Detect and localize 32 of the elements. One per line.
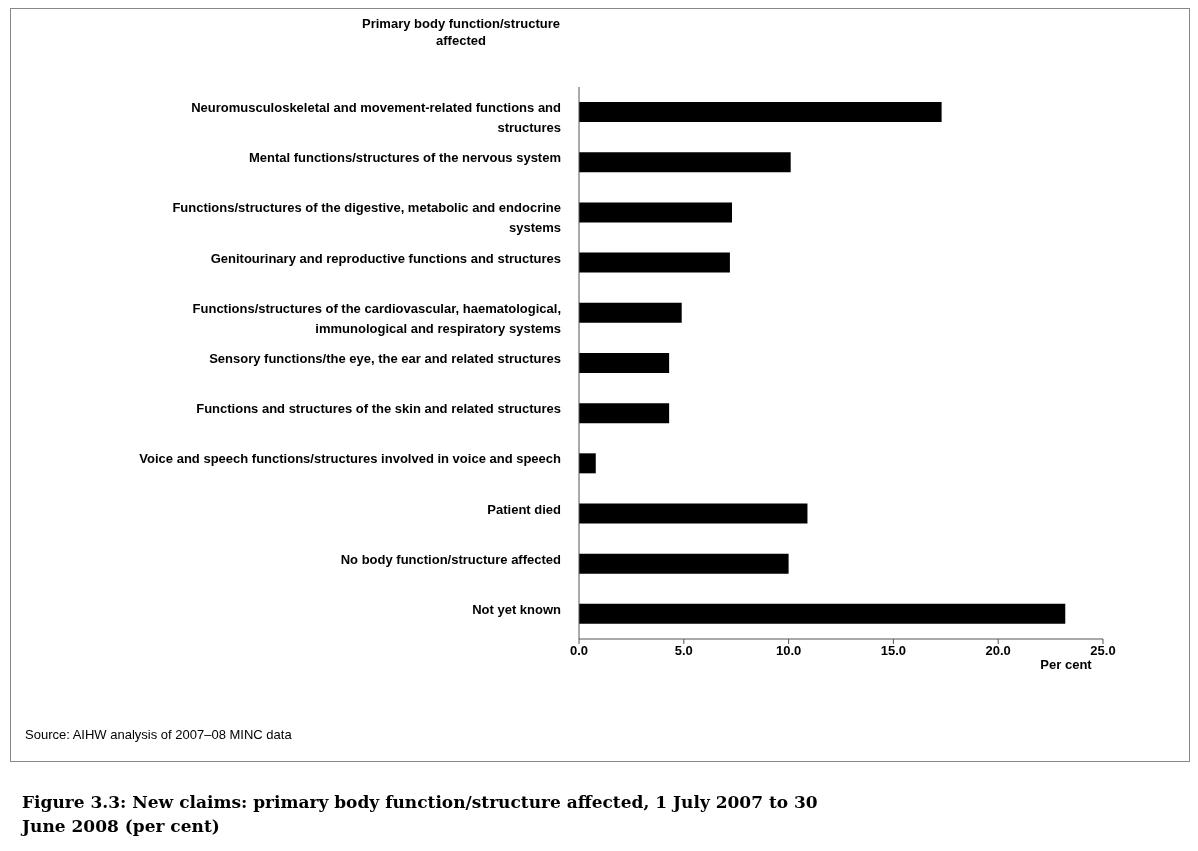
y-tick-label: Not yet known bbox=[472, 601, 562, 617]
bar bbox=[579, 352, 670, 373]
bar bbox=[579, 503, 808, 524]
y-tick-label: Voice and speech functions/structures involved in voice and speech bbox=[139, 451, 562, 467]
y-tick-label: Functions/structures of the cardiovascular, haematological, immunological and respiratory systems bbox=[192, 300, 561, 336]
x-tick-label: 5.0 bbox=[674, 643, 693, 659]
x-axis-title: Per cent bbox=[1040, 657, 1092, 672]
source-note: Source: AIHW analysis of 2007–08 MINC data bbox=[25, 727, 292, 742]
y-tick-label: Sensory functions/the eye, the ear and related structures bbox=[209, 351, 561, 366]
bar bbox=[579, 252, 730, 273]
text: Figure 3.3: New claims: primary body function/structure affected, 1 July 2007 to 30 June 2008 (per cent) bbox=[22, 792, 818, 836]
x-tick-label: 10.0 bbox=[775, 643, 802, 659]
y-tick-label: Mental functions/structures of the nervous system bbox=[248, 150, 561, 166]
bar bbox=[579, 202, 733, 223]
bar bbox=[579, 603, 1066, 624]
y-axis-title: Primary body function/structure affected bbox=[362, 16, 560, 48]
x-tick-label: 25.0 bbox=[1090, 643, 1116, 659]
bar bbox=[579, 553, 789, 574]
bar bbox=[579, 453, 596, 474]
x-tick-label: 20.0 bbox=[985, 643, 1011, 659]
y-tick-label: No body function/structure affected bbox=[340, 551, 562, 567]
x-tick-label: 15.0 bbox=[880, 643, 907, 659]
bar bbox=[579, 302, 682, 323]
y-tick-label: Patient died bbox=[487, 501, 562, 517]
y-tick-label: Genitourinary and reproductive functions and structures bbox=[210, 250, 561, 266]
bar bbox=[579, 152, 791, 173]
bar bbox=[579, 102, 942, 123]
y-tick-label: Neuromusculoskeletal and movement-related functions and structures bbox=[191, 100, 562, 136]
y-tick-label: Functions/structures of the digestive, metabolic and endocrine systems bbox=[172, 200, 561, 236]
x-tick-label: 0.0 bbox=[569, 643, 589, 659]
y-tick-label: Functions and structures of the skin and related structures bbox=[196, 401, 561, 417]
bar bbox=[579, 403, 670, 424]
